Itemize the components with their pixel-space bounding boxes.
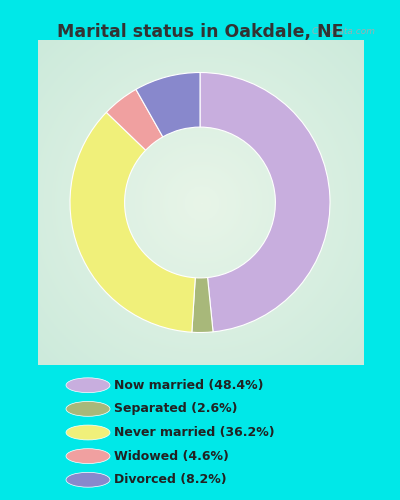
Text: City-Data.com: City-Data.com <box>312 27 376 36</box>
Text: Separated (2.6%): Separated (2.6%) <box>114 402 238 415</box>
Text: Never married (36.2%): Never married (36.2%) <box>114 426 275 439</box>
Circle shape <box>66 378 110 392</box>
Wedge shape <box>136 72 200 137</box>
Text: Widowed (4.6%): Widowed (4.6%) <box>114 450 229 462</box>
Wedge shape <box>106 90 163 150</box>
Wedge shape <box>192 278 213 332</box>
Wedge shape <box>70 112 195 332</box>
Circle shape <box>66 402 110 416</box>
Text: Now married (48.4%): Now married (48.4%) <box>114 379 264 392</box>
Text: Divorced (8.2%): Divorced (8.2%) <box>114 473 227 486</box>
Circle shape <box>66 448 110 464</box>
Circle shape <box>66 472 110 487</box>
Wedge shape <box>200 72 330 332</box>
Circle shape <box>66 425 110 440</box>
Text: Marital status in Oakdale, NE: Marital status in Oakdale, NE <box>57 22 343 40</box>
